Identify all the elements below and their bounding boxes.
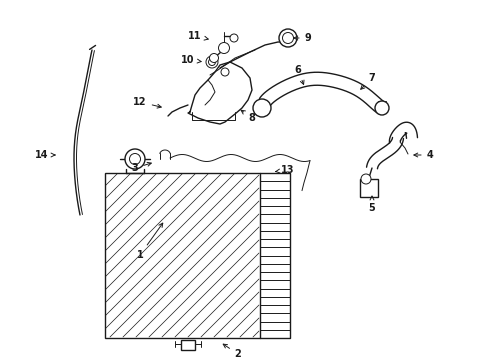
Text: 9: 9 (294, 33, 311, 43)
Circle shape (206, 56, 218, 68)
Bar (105, 173, 290, 338)
Text: 2: 2 (223, 344, 242, 359)
Circle shape (129, 153, 141, 165)
Circle shape (279, 29, 297, 47)
Bar (181, 340, 195, 350)
Circle shape (283, 32, 294, 44)
Text: 1: 1 (137, 223, 163, 260)
Text: 5: 5 (368, 196, 375, 213)
Text: 8: 8 (241, 110, 255, 123)
Circle shape (219, 42, 229, 54)
Text: 13: 13 (275, 165, 295, 175)
Circle shape (125, 149, 145, 169)
Text: 6: 6 (294, 65, 304, 84)
Text: 10: 10 (181, 55, 201, 65)
Circle shape (375, 101, 389, 115)
Circle shape (230, 34, 238, 42)
Text: 11: 11 (188, 31, 208, 41)
Text: 7: 7 (361, 73, 375, 89)
Text: 4: 4 (414, 150, 433, 160)
Text: 14: 14 (35, 150, 55, 160)
Text: 3: 3 (132, 162, 151, 173)
Circle shape (361, 174, 371, 184)
Circle shape (253, 99, 271, 117)
Circle shape (210, 54, 219, 63)
Circle shape (221, 68, 229, 76)
Circle shape (209, 58, 216, 66)
Text: 12: 12 (133, 97, 161, 108)
Bar (360, 179, 378, 197)
